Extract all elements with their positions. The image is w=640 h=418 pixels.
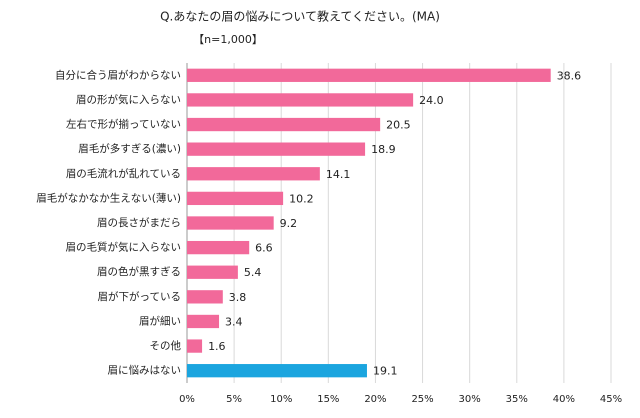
value-label: 19.1 bbox=[373, 365, 398, 378]
y-tick-label: 眉の形が気に入らない bbox=[76, 93, 181, 106]
bar bbox=[187, 364, 367, 378]
value-label: 10.2 bbox=[289, 192, 314, 205]
x-tick-label: 0% bbox=[179, 394, 195, 405]
x-tick-label: 10% bbox=[270, 394, 292, 405]
value-label: 6.6 bbox=[255, 242, 272, 255]
value-label: 18.9 bbox=[371, 143, 396, 156]
bar bbox=[187, 265, 238, 279]
chart-title: Q.あなたの眉の悩みについて教えてください。(MA) bbox=[160, 9, 440, 24]
y-tick-label: 眉に悩みはない bbox=[108, 364, 182, 377]
x-tick-label: 25% bbox=[411, 394, 433, 405]
value-label: 38.6 bbox=[557, 69, 582, 82]
x-tick-label: 30% bbox=[459, 394, 481, 405]
x-tick-label: 5% bbox=[226, 394, 242, 405]
chart-subtitle: 【n=1,000】 bbox=[193, 33, 263, 46]
x-tick-label: 40% bbox=[553, 394, 575, 405]
value-label: 24.0 bbox=[419, 94, 444, 107]
y-tick-label: 左右で形が揃っていない bbox=[66, 118, 181, 131]
value-label: 3.4 bbox=[225, 315, 243, 328]
x-tick-label: 45% bbox=[600, 394, 622, 405]
x-tick-label: 15% bbox=[317, 394, 339, 405]
x-tick-label: 35% bbox=[506, 394, 528, 405]
bar bbox=[187, 290, 223, 304]
bar bbox=[187, 142, 366, 156]
value-label: 1.6 bbox=[208, 340, 226, 353]
bar bbox=[187, 117, 381, 132]
y-tick-label: 眉の長さがまだら bbox=[97, 216, 181, 229]
value-label: 9.2 bbox=[280, 217, 298, 230]
y-tick-label: 眉毛がなかなか生えない(薄い) bbox=[36, 191, 181, 204]
y-tick-label: 眉の毛流れが乱れている bbox=[66, 167, 181, 180]
bar bbox=[187, 339, 203, 353]
bar bbox=[187, 314, 220, 329]
value-label: 3.8 bbox=[229, 291, 247, 304]
y-tick-label: 眉が細い bbox=[139, 314, 181, 327]
bar bbox=[187, 240, 250, 255]
value-label: 14.1 bbox=[326, 168, 351, 181]
y-tick-label: 自分に合う眉がわからない bbox=[55, 68, 181, 81]
x-tick-label: 20% bbox=[364, 394, 386, 405]
y-tick-label: 眉の色が黒すぎる bbox=[97, 265, 181, 278]
y-tick-label: 眉毛が多すぎる(濃い) bbox=[78, 142, 181, 155]
y-tick-label: 眉が下がっている bbox=[98, 290, 181, 303]
value-label: 20.5 bbox=[386, 119, 411, 132]
y-tick-label: その他 bbox=[150, 339, 182, 352]
value-label: 5.4 bbox=[244, 266, 262, 279]
y-tick-label: 眉の毛質が気に入らない bbox=[66, 241, 182, 254]
bar bbox=[187, 93, 414, 107]
bar bbox=[187, 167, 320, 181]
bar bbox=[187, 216, 274, 230]
bar bbox=[187, 68, 551, 82]
bar bbox=[187, 191, 284, 206]
